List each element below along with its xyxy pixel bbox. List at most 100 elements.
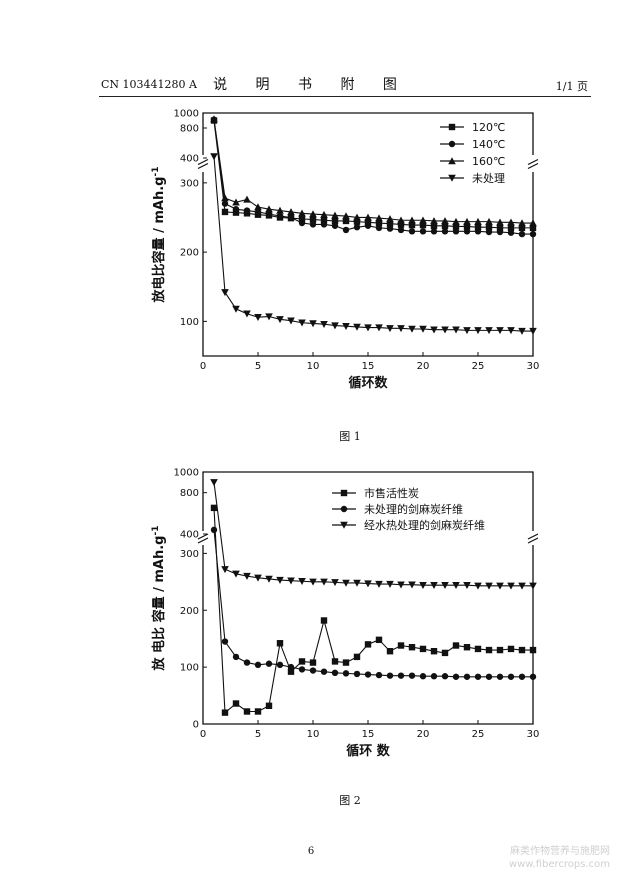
chart-1-series-0-point [496,224,504,232]
chart-1-series-0-point [232,209,240,216]
chart-2-legend-label: 未处理的剑麻炭纤维 [364,502,463,516]
chart-1-series-3-point [342,323,350,331]
chart-2-legend-marker [340,505,348,513]
chart-1-series-3 [210,153,537,335]
chart-2-series-1-point [210,526,218,534]
chart-1-series-0-point [375,219,383,227]
chart-2-xtick-label: 0 [200,729,206,740]
chart-1-series-1-point [496,228,504,236]
chart-1-series-0-point [320,217,328,224]
chart-1-y-axis-label: 放电比容量 / mAh.g-1 [151,167,167,304]
chart-1-series-2-point [408,216,416,224]
chart-2-series-2-point [496,582,504,590]
chart-2-series-0-point [243,708,251,715]
chart-2-series-2-point [408,581,416,589]
chart-2-series-1-point [353,670,361,678]
chart-1-series-2-point [507,218,515,226]
chart-2-series-0-point [342,659,350,666]
chart-2-series-2-point [276,576,284,584]
chart-2-series-1-line [213,529,533,678]
chart-2-legend-marker [340,521,348,529]
chart-1-series-1-point [430,228,438,235]
chart-1-series-1-point [320,221,328,228]
chart-1-series-0-point [331,217,339,225]
page-number: 6 [307,846,315,857]
chart-1-series-1-point [529,230,537,238]
chart-2-ytick-label: 100 [180,663,199,674]
chart-1-series-3-point [331,322,339,330]
chart-1-series-0-point [353,218,361,225]
figure-2-caption: 图 2 [339,794,361,807]
chart-1-series-2-point [221,194,229,202]
chart-2-series-1-point [320,668,328,675]
chart-1-series-2-point [441,217,449,225]
chart-1-series-1-point [265,210,273,218]
chart-1-series-2-point [309,210,317,218]
figure-1-caption: 图 1 [339,430,361,443]
chart-1-series-3-point [254,314,262,322]
chart-1-series-1 [210,116,537,238]
chart-1-series-1-point [408,228,416,235]
chart-2-series-2-point [507,582,515,590]
chart-1-xtick-label: 15 [362,361,375,372]
chart-1-series-0-point [364,219,372,226]
chart-1-series-1-point [221,200,229,207]
chart-2-series-2-point [529,582,537,590]
chart-1-series-2-point [298,209,306,217]
chart-1-series-2-point [276,206,284,214]
chart-1-series-2-point [529,219,537,227]
chart-1-legend-label: 160℃ [472,155,505,168]
chart-2-series-2-point [430,582,438,590]
chart-2-ytick-label: 400 [180,530,199,541]
chart-1-ytick-label: 800 [180,124,199,135]
chart-2-series-0-point [518,646,526,654]
chart-2-series-2-point [397,581,405,589]
chart-1-series-0-point [529,224,537,232]
chart-1-series-1-point [386,225,394,232]
chart-1-series-3-point [287,317,295,325]
chart-1-series-0-point [518,224,526,232]
chart-1-series-3-point [309,320,317,328]
chart-1-series-1-point [485,228,493,236]
chart-1-series-2-point [452,217,460,225]
chart-2-series-2-point [309,578,317,586]
chart-1-series-3-point [397,325,405,333]
chart-2-series-2-point [265,575,273,583]
chart-1-series-2-point [342,212,350,220]
chart-1-series-2-line [213,118,533,224]
chart-1-series-0-point [485,223,493,231]
chart-2-series-2-point [364,580,372,588]
chart-1-series-1-point [243,207,251,214]
chart-2-series-1 [210,526,537,680]
chart-1-series-1-point [298,219,306,227]
chart-2-ytick-label: 800 [180,488,199,499]
chart-1-series-2-point [485,217,493,225]
chart-2-legend-label: 市售活性炭 [364,486,419,500]
chart-1-series-3-point [232,305,240,313]
chart-2-series-2-point [441,582,449,590]
chart-2-series-2-point [331,579,339,587]
chart-1-legend-label: 未处理 [472,172,505,185]
watermark-line-1: 麻类作物营养与施肥网 [510,846,610,857]
chart-1-series-1-point [463,228,471,235]
chart-1-axis-break-0 [197,158,209,170]
chart-2-series-2-point [342,579,350,587]
chart-2-series-1-point [430,673,438,680]
page-title: 说 明 书 附 图 [213,77,409,93]
chart-1-series-2-point [518,219,526,227]
chart-2-series-1-point [298,666,306,673]
chart-1-series-0-point [452,223,460,230]
chart-1-series-3-point [408,325,416,333]
chart-1-series-0-point [408,221,416,229]
chart-2-series-0-point [276,640,284,647]
chart-1-series-3-point [265,313,273,321]
chart-1-series-3-point [463,327,471,335]
chart-1-series-3-point [518,327,526,335]
chart-1-series-3-point [507,327,515,335]
chart-1-xtick-label: 0 [200,361,206,372]
chart-2-xtick-label: 30 [527,729,540,740]
chart-2-series-1-point [265,660,273,667]
chart-2-series-1-point [408,672,416,679]
chart-1-series-3-point [529,327,537,335]
